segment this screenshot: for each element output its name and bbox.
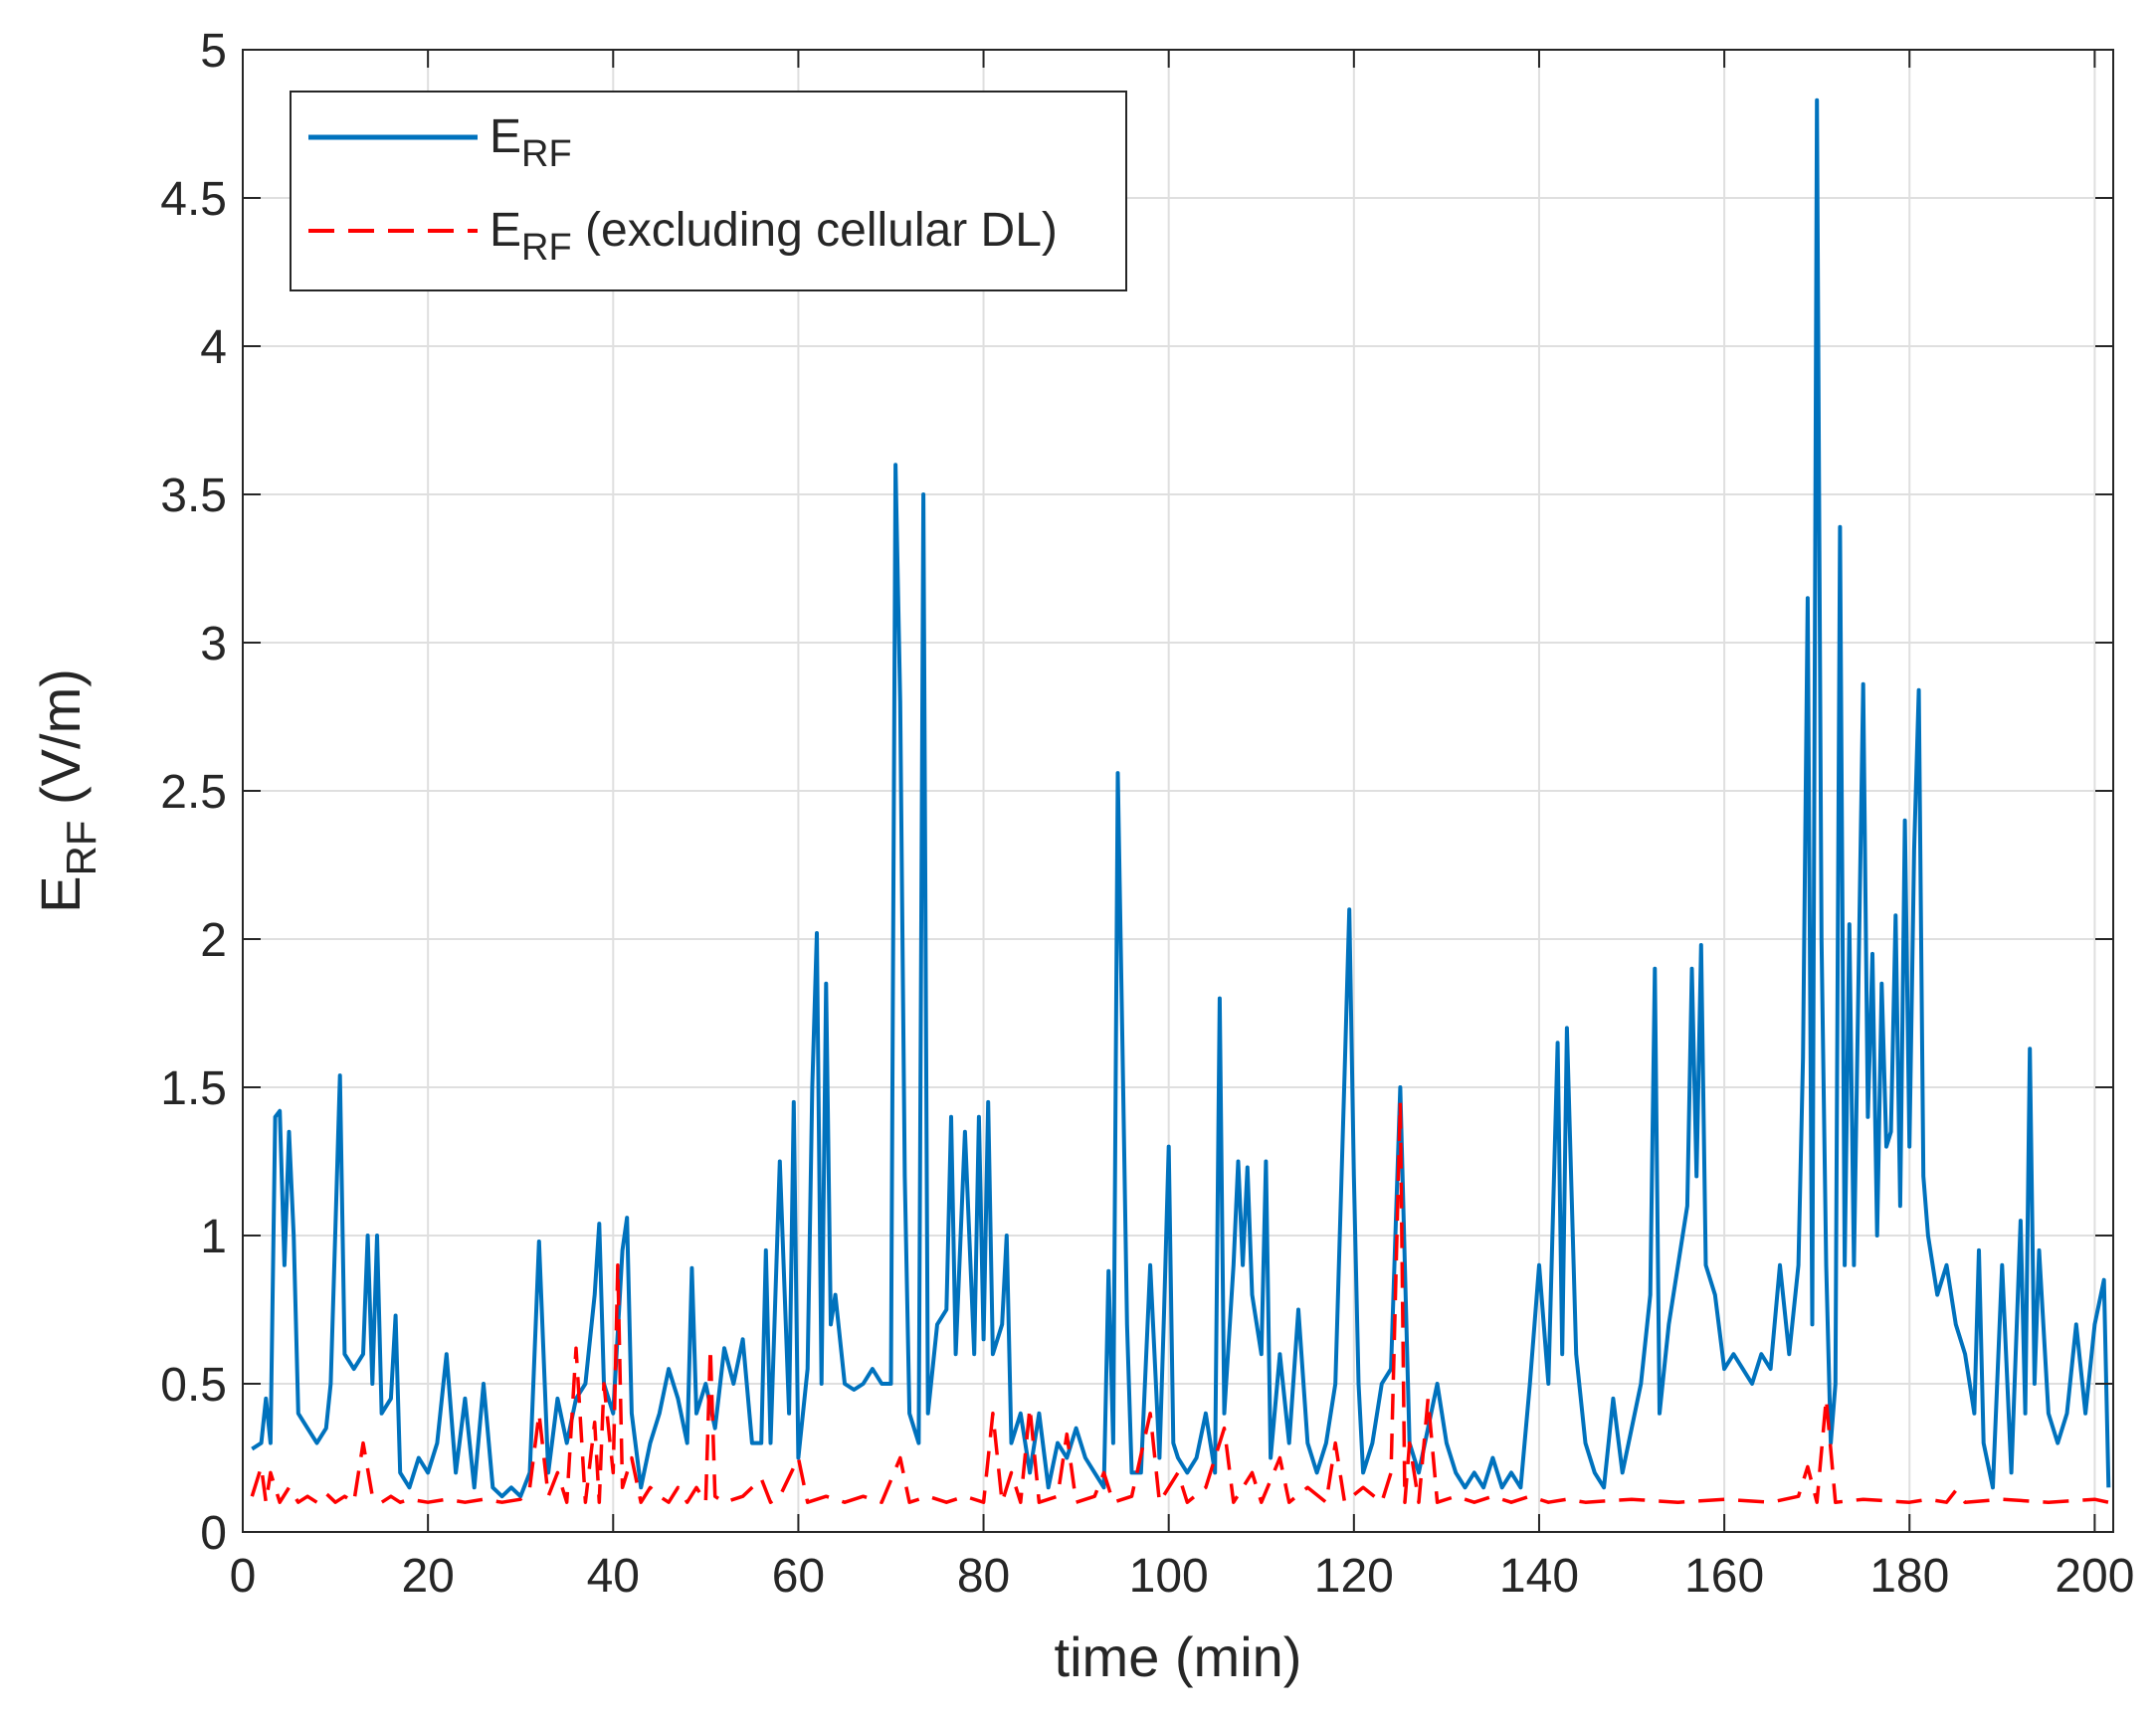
x-tick-label: 60	[772, 1550, 825, 1603]
y-axis-label: ERF (V/m)	[29, 668, 104, 913]
y-axis-label-main: E	[29, 876, 92, 913]
y-tick-label: 2.5	[160, 766, 227, 819]
y-axis-label-subscript: RF	[58, 821, 104, 876]
y-tick-label: 0.5	[160, 1359, 227, 1412]
y-tick-label: 4.5	[160, 173, 227, 226]
y-tick-label: 1.5	[160, 1062, 227, 1115]
x-tick-label: 200	[2055, 1550, 2134, 1603]
legend-entry-erf: ERF	[490, 110, 572, 175]
y-tick-label: 3	[200, 618, 227, 670]
y-tick-label: 5	[200, 25, 227, 78]
legend: ERF ERF (excluding cellular DL)	[290, 91, 1127, 291]
y-axis-label-unit: (V/m)	[29, 668, 92, 820]
x-tick-label: 0	[230, 1550, 257, 1603]
legend-box	[290, 91, 1127, 291]
y-tick-label: 4	[200, 321, 227, 374]
x-tick-label: 180	[1869, 1550, 1949, 1603]
x-tick-label: 160	[1684, 1550, 1764, 1603]
x-tick-label: 40	[587, 1550, 640, 1603]
y-tick-label: 2	[200, 914, 227, 967]
series-layer	[250, 97, 2111, 1504]
legend-entry-erf-excl: ERF (excluding cellular DL)	[490, 204, 1058, 269]
x-tick-label: 100	[1129, 1550, 1209, 1603]
x-tick-label: 80	[957, 1550, 1010, 1603]
y-tick-label: 3.5	[160, 470, 227, 522]
series-line-erf	[251, 97, 2111, 1499]
y-tick-label: 0	[200, 1507, 227, 1560]
series-line-erf-excluding-cellular-dl	[250, 1100, 2109, 1504]
x-tick-label: 20	[401, 1550, 454, 1603]
axis-ticks: 0 20 40 60 80 100 120 140 160 180 200 0 0.5 1 1.5 2 2.5 3…	[160, 25, 2134, 1603]
x-tick-label: 120	[1314, 1550, 1394, 1603]
y-tick-label: 1	[200, 1211, 227, 1263]
x-axis-label: time (min)	[1055, 1625, 1302, 1688]
x-tick-label: 140	[1499, 1550, 1579, 1603]
